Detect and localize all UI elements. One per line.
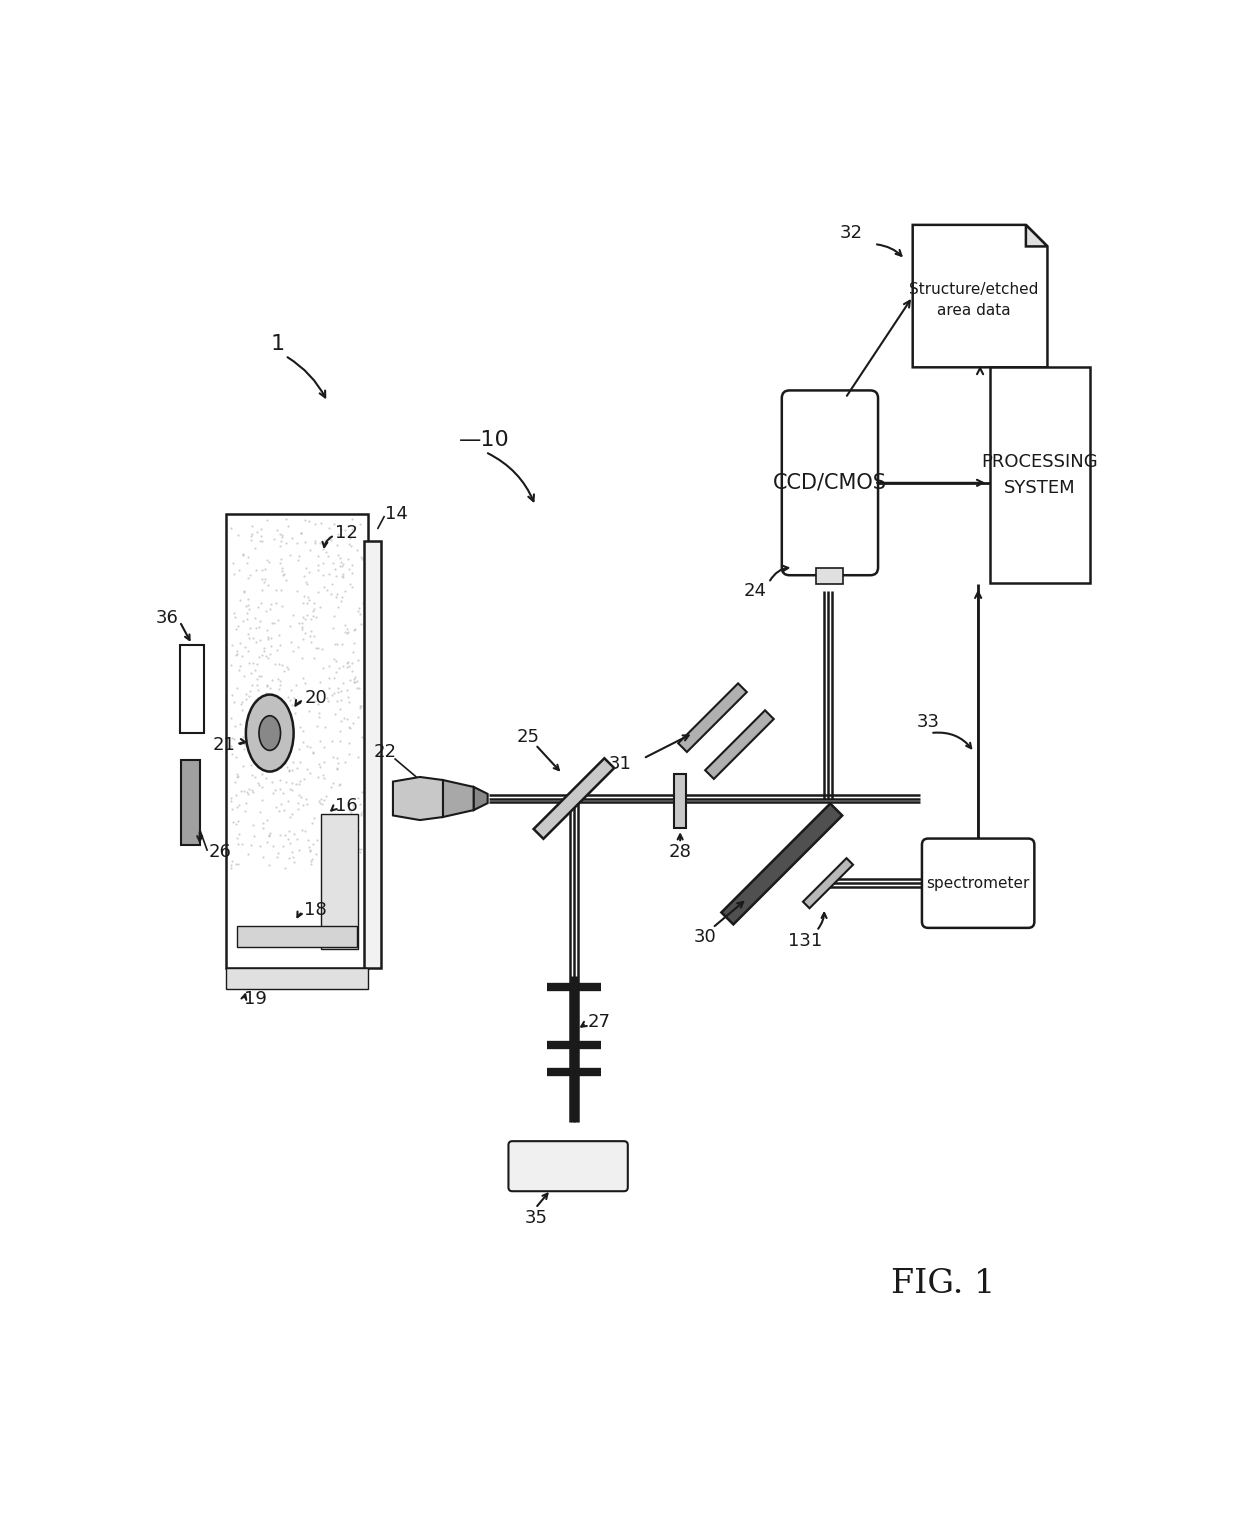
FancyBboxPatch shape: [921, 838, 1034, 928]
Bar: [237, 926, 357, 948]
Text: CCD/CMOS: CCD/CMOS: [773, 473, 887, 493]
Bar: [321, 814, 357, 949]
Bar: [180, 645, 205, 733]
Text: PROCESSING
SYSTEM: PROCESSING SYSTEM: [981, 453, 1099, 497]
Ellipse shape: [246, 695, 294, 771]
Polygon shape: [804, 858, 853, 908]
Text: 1: 1: [270, 335, 284, 354]
Bar: [675, 774, 686, 827]
Text: FIG. 1: FIG. 1: [892, 1267, 996, 1299]
Text: spectrometer: spectrometer: [926, 876, 1030, 891]
Polygon shape: [443, 780, 474, 817]
FancyBboxPatch shape: [781, 391, 878, 575]
Bar: [226, 514, 368, 967]
Polygon shape: [913, 225, 1048, 367]
Bar: [226, 967, 368, 990]
FancyBboxPatch shape: [508, 1141, 627, 1191]
Text: 12: 12: [335, 523, 358, 541]
Text: 27: 27: [588, 1013, 611, 1031]
Text: 19: 19: [244, 990, 267, 1008]
Text: 21: 21: [212, 736, 236, 753]
Text: 22: 22: [373, 744, 397, 762]
Bar: [181, 760, 200, 844]
Text: 24: 24: [744, 581, 766, 599]
Text: 33: 33: [916, 712, 940, 730]
Text: 25: 25: [516, 729, 539, 745]
Bar: [816, 567, 843, 584]
Text: 14: 14: [386, 505, 408, 523]
Polygon shape: [722, 803, 842, 925]
Text: 32: 32: [839, 224, 863, 242]
Polygon shape: [393, 777, 443, 820]
Text: 20: 20: [304, 689, 327, 707]
Text: 18: 18: [304, 900, 327, 919]
Text: 28: 28: [668, 844, 692, 861]
Polygon shape: [678, 683, 746, 751]
Polygon shape: [706, 710, 774, 779]
Bar: [363, 540, 381, 967]
Text: 26: 26: [208, 844, 231, 861]
Polygon shape: [1025, 225, 1048, 246]
Polygon shape: [533, 759, 614, 838]
Text: 36: 36: [155, 608, 179, 627]
Bar: [990, 367, 1090, 583]
Ellipse shape: [259, 716, 280, 750]
Text: Structure/etched
area data: Structure/etched area data: [909, 281, 1039, 318]
Text: —10: —10: [459, 430, 510, 450]
Text: 35: 35: [525, 1209, 548, 1227]
Polygon shape: [474, 786, 487, 811]
Text: 30: 30: [693, 928, 717, 946]
Text: 131: 131: [787, 932, 822, 951]
Bar: [229, 517, 366, 872]
Text: 31: 31: [609, 754, 631, 773]
Text: 16: 16: [335, 797, 358, 815]
